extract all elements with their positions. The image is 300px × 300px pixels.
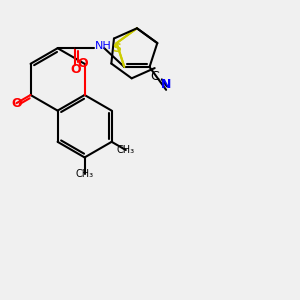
Text: CH₃: CH₃ xyxy=(76,169,94,179)
Text: S: S xyxy=(112,42,121,55)
Text: C: C xyxy=(150,70,159,83)
Text: N: N xyxy=(161,78,171,91)
Text: O: O xyxy=(78,57,88,70)
Text: NH: NH xyxy=(95,41,112,51)
Text: O: O xyxy=(70,62,81,76)
Text: O: O xyxy=(11,97,22,110)
Text: CH₃: CH₃ xyxy=(117,145,135,155)
